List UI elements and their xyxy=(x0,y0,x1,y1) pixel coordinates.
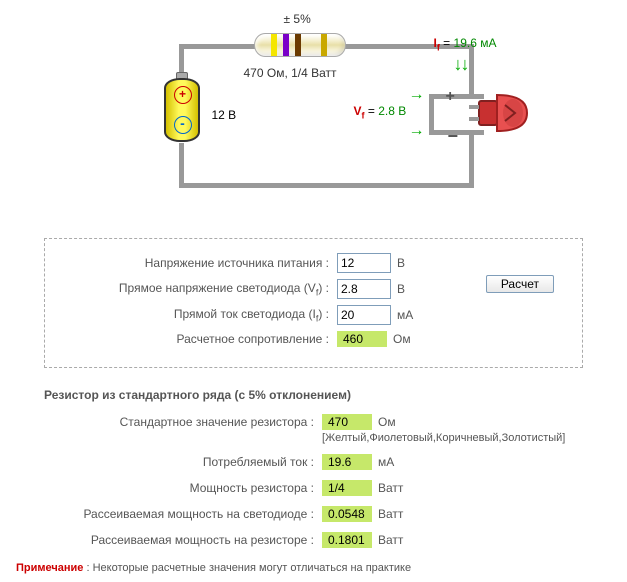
pd-r-value: 0.1801 xyxy=(322,532,372,548)
power-r-value: 1/4 xyxy=(322,480,372,496)
tolerance-label: ± 5% xyxy=(284,12,311,26)
supply-voltage-unit: В xyxy=(397,256,405,270)
std-r-value: 470 xyxy=(322,414,372,430)
calc-r-value: 460 xyxy=(337,331,387,347)
vf-label: Vf = 2.8 В xyxy=(354,104,407,120)
note-text: : Некоторые расчетные значения могут отл… xyxy=(83,562,411,574)
std-r-colors: [Желтый,Фиолетовый,Коричневый,Золотистый… xyxy=(322,432,565,444)
resistor-band-1 xyxy=(271,34,277,56)
calc-r-label: Расчетное сопротивление : xyxy=(59,332,337,346)
note: Примечание : Некоторые расчетные значени… xyxy=(16,562,611,574)
supply-voltage-label: Напряжение источника питания : xyxy=(59,256,337,270)
if-eq: = xyxy=(440,36,454,50)
resistor xyxy=(254,33,344,59)
vf-eq: = xyxy=(365,104,379,118)
resistor-band-2 xyxy=(283,34,289,56)
wire xyxy=(179,44,259,49)
wire xyxy=(179,143,184,188)
section-title: Резистор из стандартного ряда (с 5% откл… xyxy=(44,388,583,402)
pd-r-unit: Ватт xyxy=(378,533,403,547)
supply-voltage-input[interactable] xyxy=(337,253,391,273)
if-input[interactable] xyxy=(337,305,391,325)
battery-body: + - xyxy=(164,78,200,142)
vf-arrow-bot: → xyxy=(409,122,425,140)
if-arrow: ↓↓ xyxy=(454,54,470,75)
std-r-label: Стандартное значение резистора : xyxy=(44,414,322,429)
std-r-unit: Ом xyxy=(378,415,396,429)
results: Стандартное значение резистора : 470 Ом [… xyxy=(44,414,583,548)
vf-input[interactable] xyxy=(337,279,391,299)
circuit-diagram: ± 5% 470 Ом, 1/4 Ватт + - 12 В If = 19.6… xyxy=(64,8,564,218)
power-r-unit: Ватт xyxy=(378,481,403,495)
pd-led-value: 0.0548 xyxy=(322,506,372,522)
current-value: 19.6 xyxy=(322,454,372,470)
calculate-button[interactable]: Расчет xyxy=(486,275,554,293)
vf-value: 2.8 В xyxy=(378,104,406,118)
wire xyxy=(179,183,474,188)
resistor-band-4 xyxy=(321,34,327,56)
vf-arrow-top: → xyxy=(409,86,425,104)
resistor-value-label: 470 Ом, 1/4 Ватт xyxy=(244,66,337,80)
resistor-body xyxy=(254,33,346,57)
input-form: Напряжение источника питания : В Прямое … xyxy=(44,238,583,368)
pd-led-unit: Ватт xyxy=(378,507,403,521)
if-label: If = 19.6 мА xyxy=(434,36,497,52)
vf-input-label: Прямое напряжение светодиода (Vf) : xyxy=(59,281,337,297)
resistor-band-3 xyxy=(295,34,301,56)
pd-r-label: Рассеиваемая мощность на резисторе : xyxy=(44,532,322,547)
if-input-unit: мА xyxy=(397,308,413,322)
vf-input-unit: В xyxy=(397,282,405,296)
battery-voltage-label: 12 В xyxy=(212,108,237,122)
led-plus: + xyxy=(446,88,455,106)
current-label: Потребляемый ток : xyxy=(44,454,322,469)
vf-symbol: V xyxy=(354,104,362,118)
if-input-label: Прямой ток светодиода (If) : xyxy=(59,307,337,323)
pd-led-label: Рассеиваемая мощность на светодиоде : xyxy=(44,506,322,521)
if-value: 19.6 мА xyxy=(454,36,497,50)
calc-r-unit: Ом xyxy=(393,332,411,346)
led xyxy=(469,83,539,146)
battery: + - xyxy=(164,78,200,148)
note-prefix: Примечание xyxy=(16,562,83,574)
led-minus: − xyxy=(448,126,459,147)
current-unit: мА xyxy=(378,455,394,469)
wire xyxy=(429,94,434,135)
power-r-label: Мощность резистора : xyxy=(44,480,322,495)
